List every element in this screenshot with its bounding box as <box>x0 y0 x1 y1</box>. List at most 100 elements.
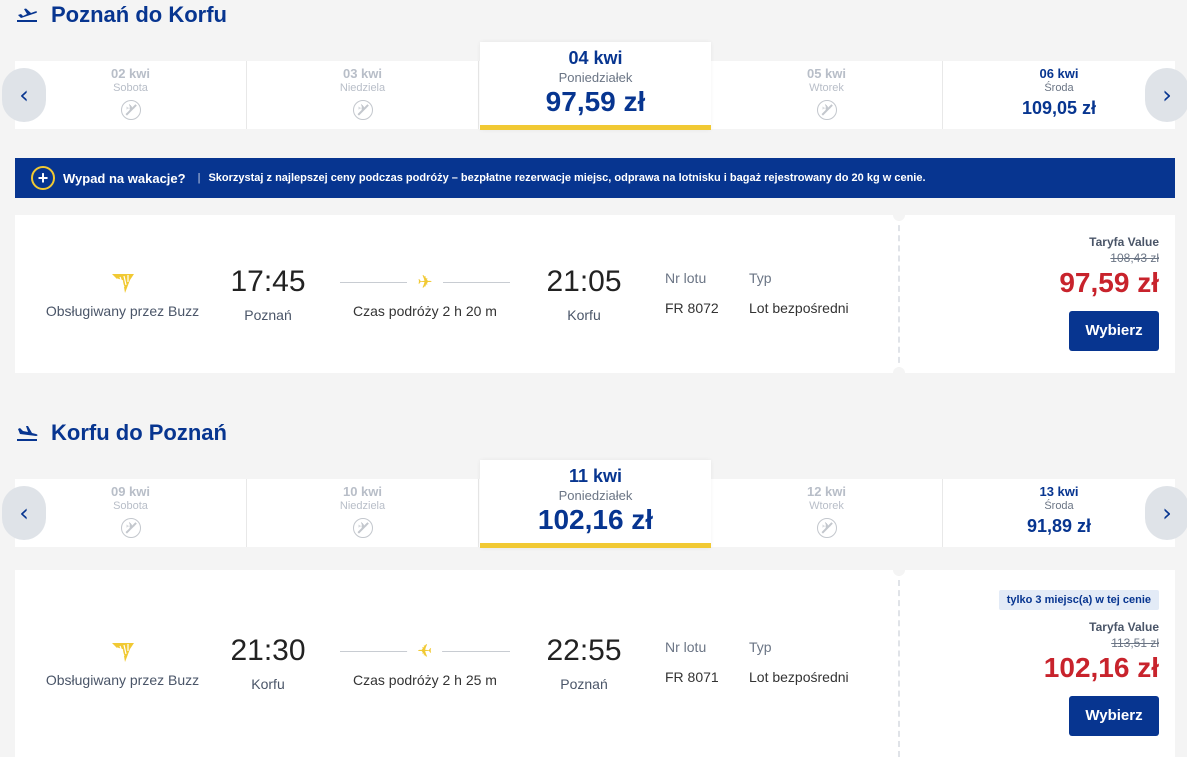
no-flight-icon <box>816 518 837 538</box>
date-cell-03-kwi[interactable]: 03 kwi Niedziela <box>247 61 479 129</box>
flight-duration: Czas podróży 2 h 25 m <box>353 672 497 688</box>
price-block: Taryfa Value 108,43 zł 97,59 zł Wybierz <box>1059 235 1159 351</box>
return-title: Korfu do Poznań <box>51 420 227 445</box>
arrival-city: Korfu <box>567 307 601 323</box>
arrival-time: 21:05 <box>546 265 622 298</box>
departure-block: 17:45 Poznań <box>213 265 323 323</box>
date-cell-12-kwi[interactable]: 12 kwi Wtorek <box>711 479 943 547</box>
operator-label: Obsługiwany przez Buzz <box>45 303 200 319</box>
flight-type: Lot bezpośredni <box>749 300 849 316</box>
flight-type-block: Typ Lot bezpośredni <box>749 639 849 685</box>
selected-indicator <box>480 543 711 548</box>
chevron-right-icon: › <box>1162 81 1172 109</box>
weekday-label: Poniedziałek <box>558 70 633 85</box>
weekday-label: Sobota <box>113 82 148 94</box>
weekday-label: Sobota <box>113 500 148 512</box>
outbound-header: Poznań do Korfu <box>15 2 227 28</box>
departure-time: 17:45 <box>230 265 306 298</box>
departure-city: Poznań <box>244 307 292 323</box>
date-label: 03 kwi <box>342 66 383 81</box>
return-next-arrow-icon[interactable]: › <box>1145 486 1187 540</box>
chevron-right-icon: › <box>1162 499 1172 527</box>
flight-number-block: Nr lotu FR 8072 <box>665 270 719 316</box>
flight-type-block: Typ Lot bezpośredni <box>749 270 849 316</box>
plane-departure-icon <box>17 8 38 22</box>
route-line: ✈ <box>340 641 510 662</box>
weekday-label: Środa <box>1044 82 1074 94</box>
plane-icon: ✈ <box>407 274 443 292</box>
operator-label: Obsługiwany przez Buzz <box>45 672 200 688</box>
selected-date-11-kwi[interactable]: 11 kwi Poniedziałek 102,16 zł <box>480 460 711 548</box>
route-info: ✈ Czas podróży 2 h 20 m <box>340 274 510 319</box>
weekday-label: Niedziela <box>339 82 386 94</box>
date-label: 06 kwi <box>1039 66 1079 81</box>
date-cell-10-kwi[interactable]: 10 kwi Niedziela <box>247 479 479 547</box>
date-label: 12 kwi <box>806 484 847 499</box>
outbound-next-arrow-icon[interactable]: › <box>1145 68 1187 122</box>
weekday-label: Środa <box>1044 500 1074 512</box>
flight-type-label: Typ <box>749 639 772 655</box>
date-cell-02-kwi[interactable]: 02 kwi Sobota <box>15 61 247 129</box>
date-cell-13-kwi[interactable]: 13 kwi Środa 91,89 zł <box>943 479 1175 547</box>
return-flight-card: tylko 3 miejsc(a) w tej cenie Obsługiwan… <box>15 564 1175 757</box>
outbound-prev-arrow-icon[interactable]: ‹ <box>2 68 46 122</box>
banner-title: Wypad na wakacje? <box>63 170 186 186</box>
date-label: 09 kwi <box>110 484 151 499</box>
card-notch <box>893 367 905 379</box>
route-line: ✈ <box>340 274 510 292</box>
chevron-left-icon: ‹ <box>19 81 29 109</box>
date-label: 05 kwi <box>806 66 847 81</box>
ryanair-harp-icon <box>111 274 134 293</box>
fare-label: Taryfa Value <box>1089 620 1159 634</box>
banner-text: Skorzystaj z najlepszej ceny podczas pod… <box>208 172 926 184</box>
price-block: Taryfa Value 113,51 zł 102,16 zł Wybierz <box>1044 620 1159 736</box>
card-divider <box>898 215 900 373</box>
ryanair-harp-icon <box>111 643 134 662</box>
date-price: 109,05 zł <box>1021 98 1097 118</box>
date-price: 91,89 zł <box>1026 516 1092 536</box>
no-flight-icon <box>352 100 373 120</box>
flight-number: FR 8071 <box>665 669 719 685</box>
select-button[interactable]: Wybierz <box>1069 311 1159 351</box>
selected-indicator <box>480 125 711 130</box>
plane-arrival-icon <box>17 426 38 441</box>
date-cell-09-kwi[interactable]: 09 kwi Sobota <box>15 479 247 547</box>
banner-separator: | <box>197 172 201 184</box>
plane-icon: ✈ <box>407 641 443 662</box>
date-price: 97,59 zł <box>545 86 646 117</box>
weekday-label: Wtorek <box>809 82 844 94</box>
seats-left-badge: tylko 3 miejsc(a) w tej cenie <box>998 590 1159 610</box>
arrival-block: 22:55 Poznań <box>529 634 639 692</box>
card-divider <box>898 570 900 757</box>
date-cell-06-kwi[interactable]: 06 kwi Środa 109,05 zł <box>943 61 1175 129</box>
departure-time: 21:30 <box>230 634 306 667</box>
weekday-label: Niedziela <box>339 500 386 512</box>
chevron-left-icon: ‹ <box>19 499 29 527</box>
return-header: Korfu do Poznań <box>15 420 227 446</box>
flight-number-label: Nr lotu <box>665 639 707 655</box>
current-price: 102,16 zł <box>1043 652 1159 683</box>
return-prev-arrow-icon[interactable]: ‹ <box>2 486 46 540</box>
airline-info: Obsługiwany przez Buzz <box>45 271 200 319</box>
flight-duration: Czas podróży 2 h 20 m <box>353 303 497 319</box>
date-price: 102,16 zł <box>537 504 654 535</box>
old-price: 108,43 zł <box>1110 251 1159 265</box>
weekday-label: Poniedziałek <box>558 488 633 503</box>
current-price: 97,59 zł <box>1059 267 1159 298</box>
old-price: 113,51 zł <box>1111 636 1159 650</box>
card-notch <box>893 564 905 576</box>
card-notch <box>893 209 905 221</box>
flight-number: FR 8072 <box>665 300 719 316</box>
no-flight-icon <box>120 100 141 120</box>
select-button[interactable]: Wybierz <box>1069 696 1159 736</box>
date-label: 02 kwi <box>110 66 151 81</box>
date-cell-05-kwi[interactable]: 05 kwi Wtorek <box>711 61 943 129</box>
promo-banner: + Wypad na wakacje? | Skorzystaj z najle… <box>15 158 1175 198</box>
selected-date-04-kwi[interactable]: 04 kwi Poniedziałek 97,59 zł <box>480 42 711 130</box>
arrival-block: 21:05 Korfu <box>529 265 639 323</box>
route-info: ✈ Czas podróży 2 h 25 m <box>340 641 510 688</box>
arrival-time: 22:55 <box>546 634 622 667</box>
departure-city: Korfu <box>251 676 285 692</box>
flight-number-block: Nr lotu FR 8071 <box>665 639 719 685</box>
no-flight-icon <box>816 100 837 120</box>
